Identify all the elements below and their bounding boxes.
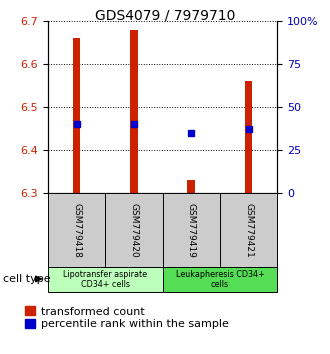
Bar (245, 81, 252, 193)
Text: GDS4079 / 7979710: GDS4079 / 7979710 (95, 9, 235, 23)
Bar (73, 38, 80, 193)
Text: GSM779418: GSM779418 (72, 202, 81, 258)
Bar (187, 180, 195, 193)
Text: Lipotransfer aspirate
CD34+ cells: Lipotransfer aspirate CD34+ cells (63, 270, 147, 289)
Text: Leukapheresis CD34+
cells: Leukapheresis CD34+ cells (176, 270, 264, 289)
Text: GSM779420: GSM779420 (129, 203, 138, 257)
Bar (130, 30, 138, 193)
Legend: transformed count, percentile rank within the sample: transformed count, percentile rank withi… (25, 307, 229, 330)
Bar (162, 267, 277, 292)
Bar (48, 267, 162, 292)
Text: GSM779419: GSM779419 (187, 202, 196, 258)
Text: GSM779421: GSM779421 (244, 203, 253, 257)
Text: cell type: cell type (3, 274, 51, 284)
